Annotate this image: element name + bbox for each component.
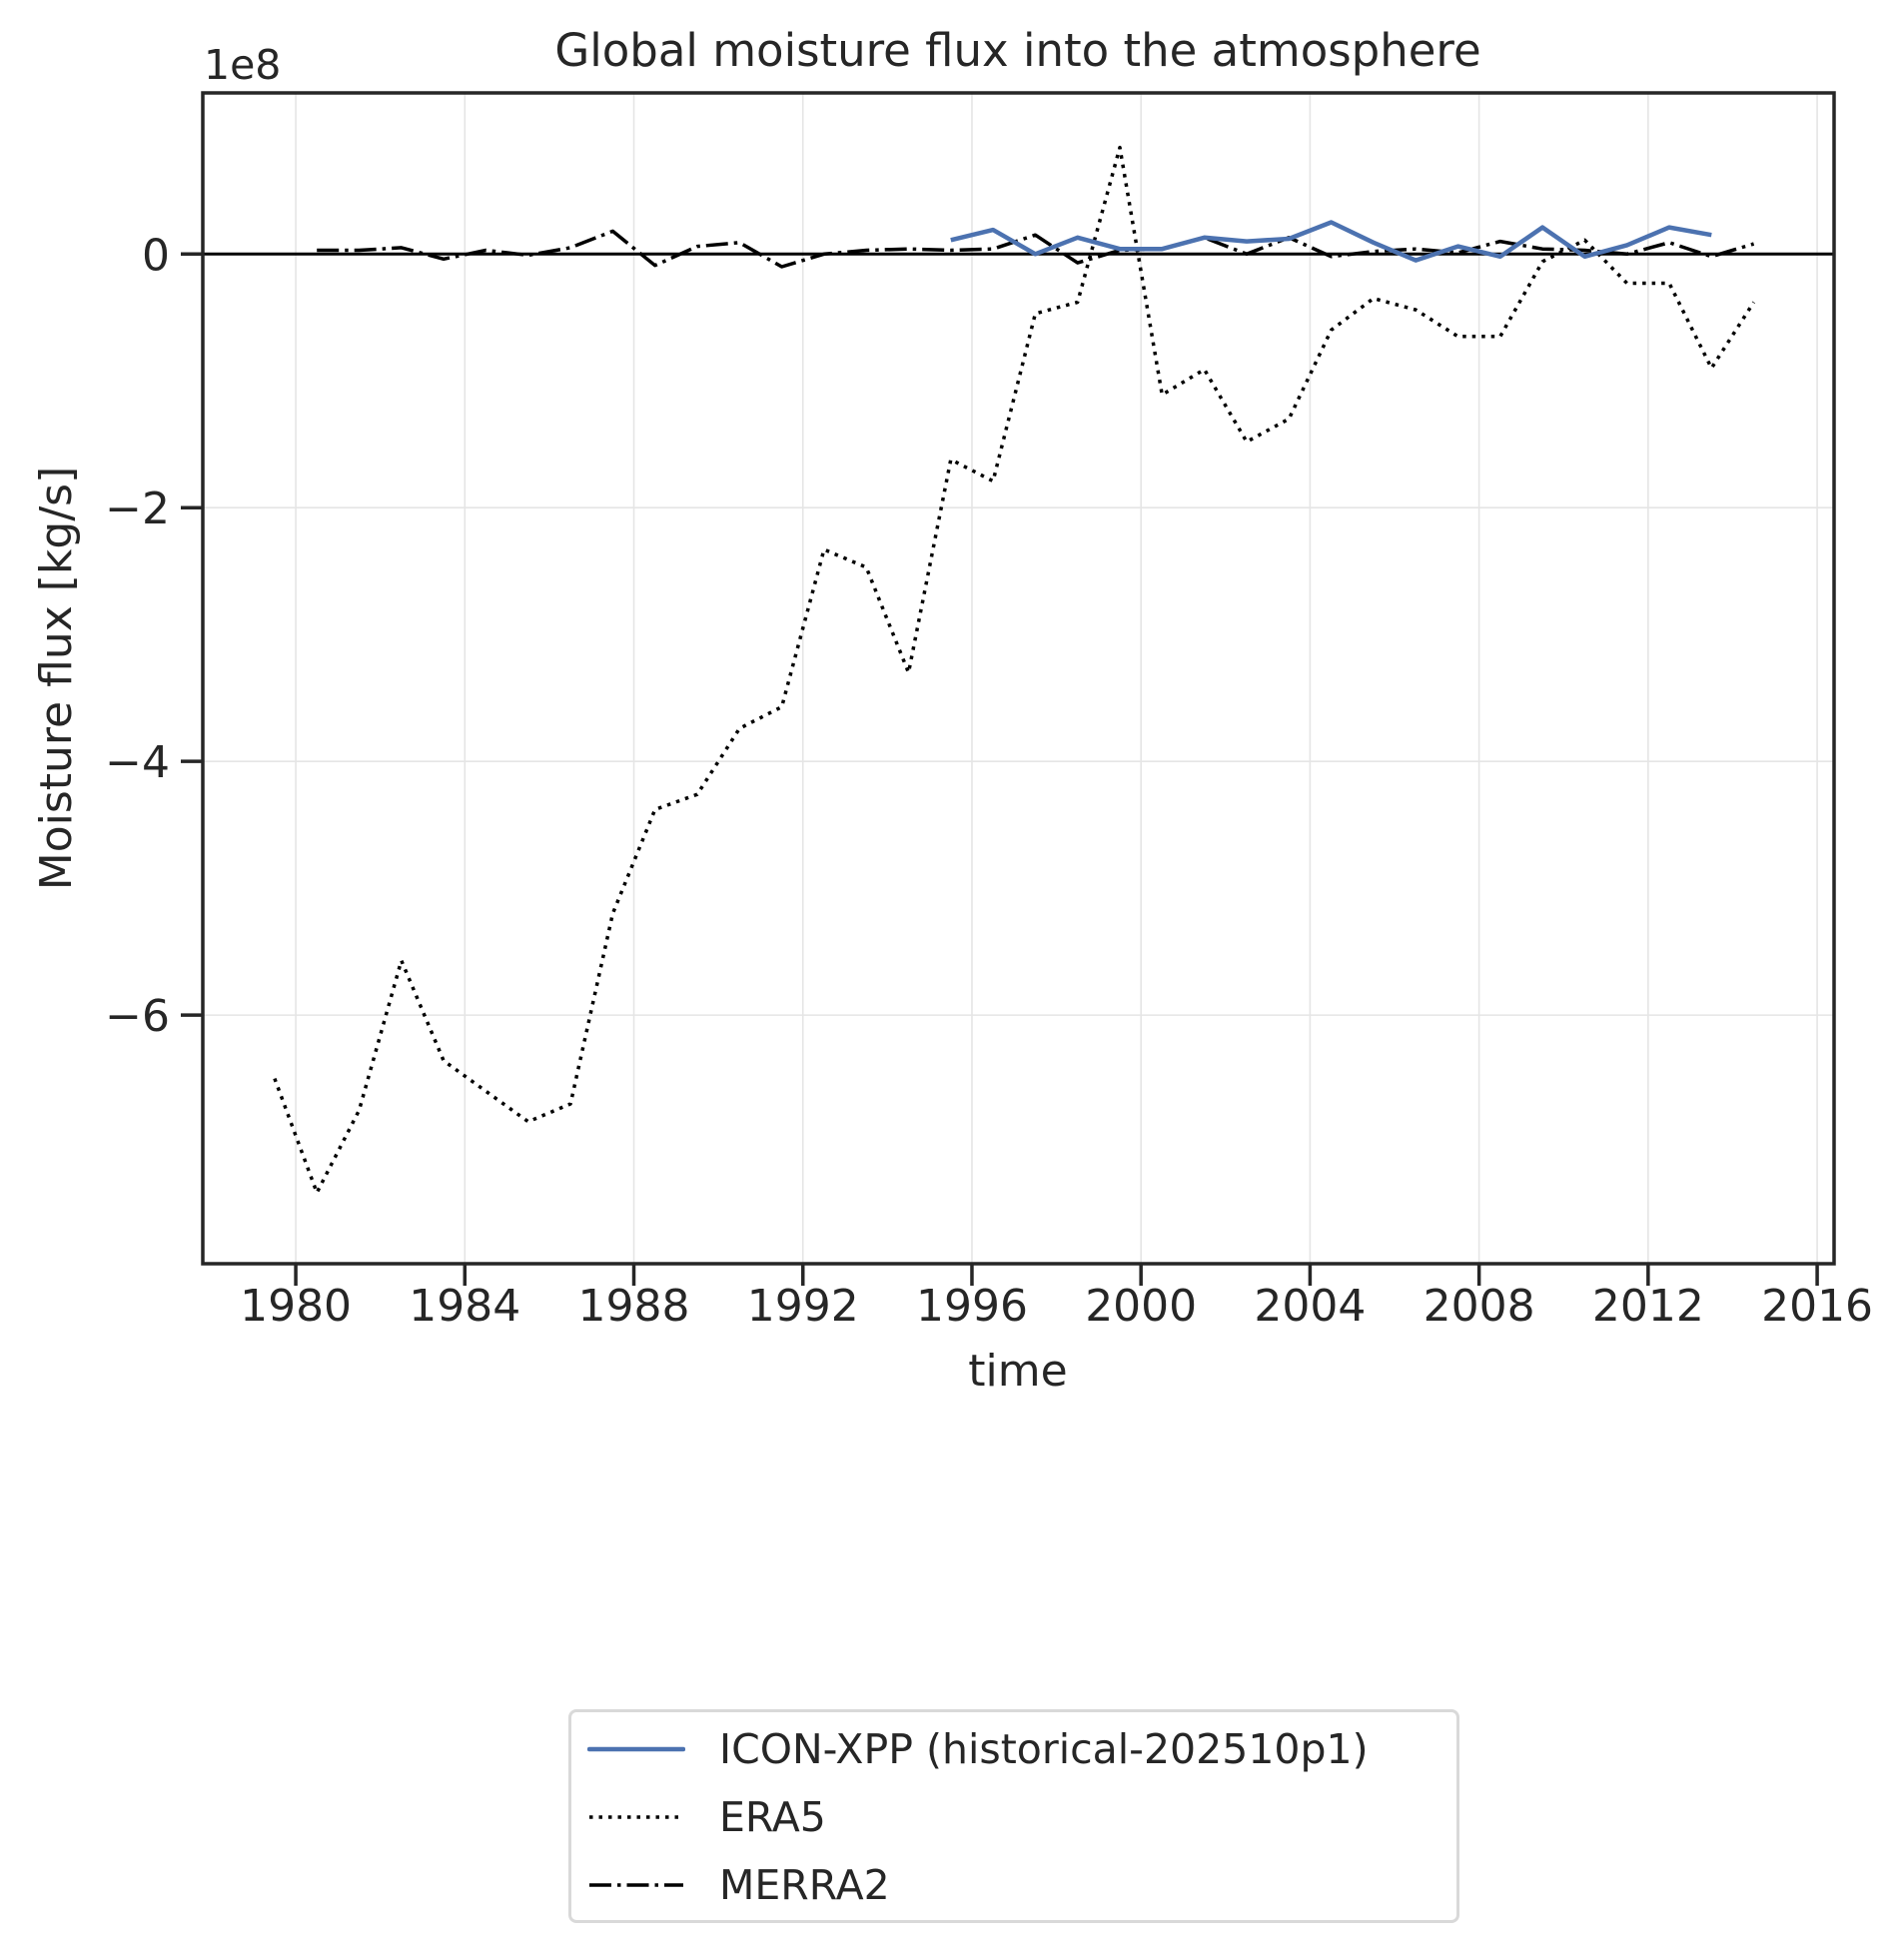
series-icon-xpp-line: [950, 220, 1712, 263]
series-merra2-line: [317, 229, 1755, 269]
axes-frame: [201, 91, 1836, 1266]
x-tick-label: 1984: [409, 1281, 520, 1332]
x-tick-label: 1988: [578, 1281, 690, 1332]
legend-item-icon-xpp: ICON-XPP (historical-202510p1): [571, 1719, 1456, 1779]
legend-item-merra2: MERRA2: [571, 1855, 1456, 1915]
solid-line-icon: [587, 1746, 685, 1752]
x-tick-label: 1980: [240, 1281, 352, 1332]
y-tick-label: −6: [105, 991, 170, 1042]
y-tick-label: 0: [142, 230, 170, 281]
x-tick-label: 2000: [1085, 1281, 1197, 1332]
y-axis-label: Moisture flux [kg/s]: [31, 467, 82, 890]
chart-title: Global moisture flux into the atmosphere: [554, 24, 1480, 77]
x-tick-label: 2004: [1254, 1281, 1366, 1332]
grid-lines: [203, 93, 1834, 1264]
x-tick-label: 2008: [1424, 1281, 1535, 1332]
legend-label: ERA5: [719, 1793, 826, 1841]
y-offset-label: 1e8: [204, 41, 281, 89]
x-tick-label: 2012: [1592, 1281, 1704, 1332]
x-axis-label: time: [968, 1346, 1067, 1397]
x-tick-label: 1996: [916, 1281, 1028, 1332]
x-axis-ticks: 1980 1984 1988 1992 1996 2000 2004 2008 2012 2016: [240, 1264, 1873, 1332]
x-tick-label: 2016: [1761, 1281, 1873, 1332]
legend-label: MERRA2: [719, 1861, 890, 1909]
x-tick-label: 1992: [747, 1281, 859, 1332]
y-tick-label: −4: [105, 737, 170, 788]
legend: ICON-XPP (historical-202510p1) ERA5 MERR…: [568, 1709, 1459, 1923]
series-era5-line: [273, 145, 1756, 1195]
dashdot-line-icon: [589, 1883, 683, 1887]
y-axis-ticks: 0 −2 −4 −6: [105, 230, 203, 1042]
y-tick-label: −2: [105, 484, 170, 534]
legend-label: ICON-XPP (historical-202510p1): [719, 1725, 1369, 1773]
legend-item-era5: ERA5: [571, 1787, 1456, 1847]
plot-series: [273, 145, 1756, 1195]
dotted-line-icon: [589, 1815, 683, 1819]
